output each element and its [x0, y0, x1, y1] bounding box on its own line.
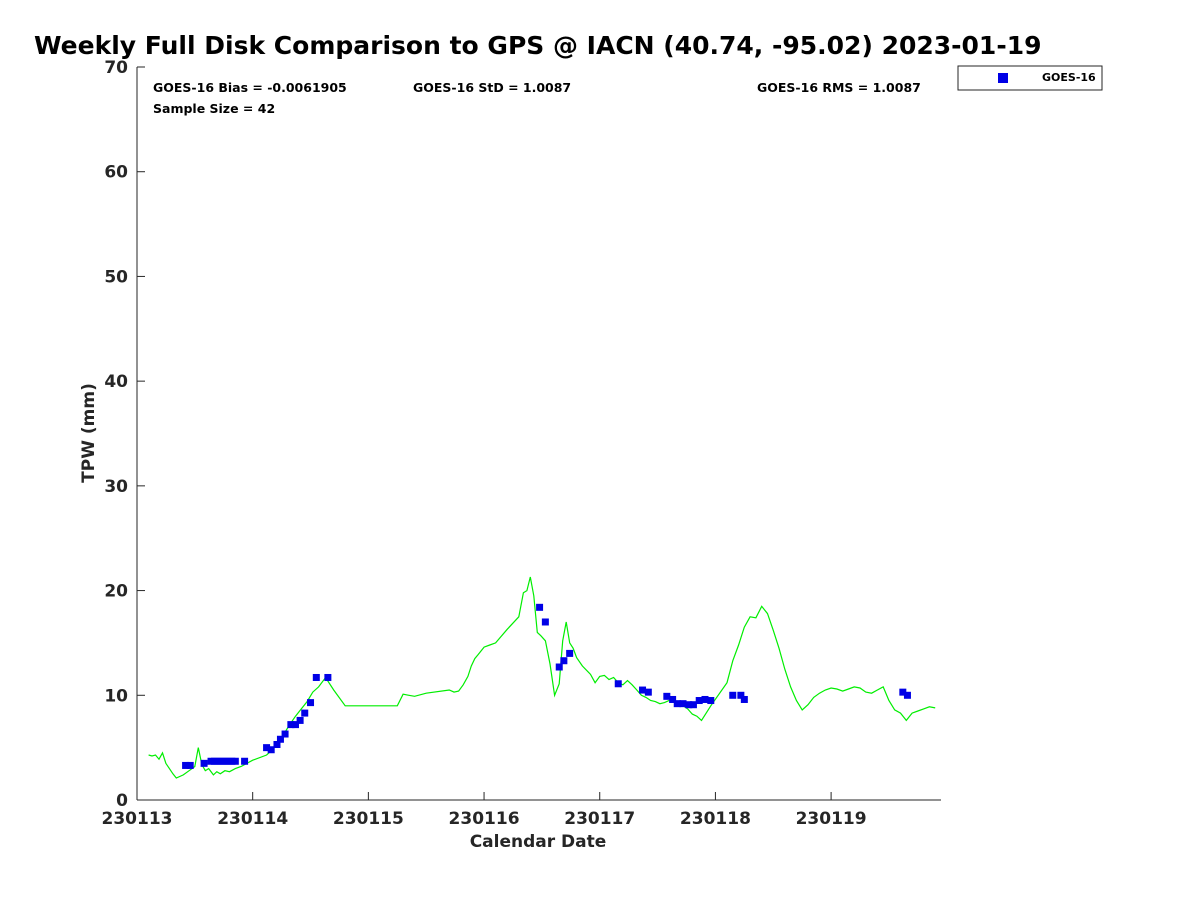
goes16-point — [182, 761, 190, 769]
x-axis-label: Calendar Date — [470, 832, 607, 852]
goes16-point — [296, 716, 304, 724]
goes16-point — [566, 649, 574, 657]
goes16-point — [695, 697, 703, 705]
legend-box — [957, 65, 1103, 91]
goes16-point — [186, 761, 194, 769]
y-tick-label: 40 — [104, 372, 128, 392]
goes16-point — [669, 695, 677, 703]
goes16-point — [707, 697, 715, 705]
goes16-point — [231, 757, 239, 765]
plot-area — [137, 67, 941, 800]
goes16-point — [663, 692, 671, 700]
x-tick-label: 230118 — [680, 809, 751, 829]
goes16-point — [679, 700, 687, 708]
goes16-point — [536, 603, 544, 611]
goes16-point — [729, 691, 737, 699]
x-tick-label: 230113 — [102, 809, 173, 829]
y-tick-label: 0 — [116, 791, 128, 811]
goes16-point — [689, 701, 697, 709]
goes16-point — [241, 757, 249, 765]
bias-stat: GOES-16 Bias = -0.0061905 — [153, 80, 347, 95]
goes16-point — [685, 701, 693, 709]
goes16-point — [899, 688, 907, 696]
x-tick-label: 230117 — [564, 809, 635, 829]
goes16-point — [281, 730, 289, 738]
rms-stat: GOES-16 RMS = 1.0087 — [757, 80, 921, 95]
goes16-point — [903, 691, 911, 699]
goes16-point — [301, 709, 309, 717]
x-tick-label: 230114 — [217, 809, 288, 829]
chart-title: Weekly Full Disk Comparison to GPS @ IAC… — [34, 31, 1042, 60]
y-tick-label: 20 — [104, 582, 128, 602]
y-tick-label: 60 — [104, 163, 128, 183]
goes16-point — [541, 618, 549, 626]
goes16-point — [267, 746, 275, 754]
x-tick-label: 230115 — [333, 809, 404, 829]
legend-label-goes16: GOES-16 — [1042, 71, 1096, 84]
goes16-series — [182, 603, 911, 769]
goes16-point — [324, 673, 332, 681]
y-tick-label: 30 — [104, 477, 128, 497]
goes16-point — [273, 741, 281, 749]
y-axis-label: TPW (mm) — [79, 383, 99, 483]
goes16-point — [560, 657, 568, 665]
legend-marker-goes16 — [998, 73, 1008, 83]
goes16-point — [737, 691, 745, 699]
y-axis-ticks: 0 10 20 30 40 50 60 70 — [104, 58, 145, 811]
x-tick-label: 230116 — [449, 809, 520, 829]
y-tick-label: 70 — [104, 58, 128, 78]
goes16-point — [287, 721, 295, 729]
goes16-point — [307, 699, 315, 707]
goes16-point — [673, 700, 681, 708]
x-axis-ticks: 230113 230114 230115 230116 230117 230118 2301… — [102, 792, 867, 829]
goes16-point — [312, 673, 320, 681]
goes16-point — [200, 759, 208, 767]
sample-size-stat: Sample Size = 42 — [153, 101, 275, 116]
goes16-point — [644, 688, 652, 696]
goes16-point — [291, 721, 299, 729]
goes16-point — [701, 695, 709, 703]
goes16-point — [614, 680, 622, 688]
std-stat: GOES-16 StD = 1.0087 — [413, 80, 571, 95]
goes16-point — [276, 735, 284, 743]
goes16-point — [555, 663, 563, 671]
goes16-point — [740, 695, 748, 703]
y-tick-label: 50 — [104, 267, 128, 287]
y-tick-label: 10 — [104, 686, 128, 706]
legend: GOES-16 — [957, 65, 1103, 91]
x-tick-label: 230119 — [796, 809, 867, 829]
goes16-point — [639, 686, 647, 694]
goes16-point — [263, 744, 271, 752]
series-layer — [148, 576, 936, 779]
